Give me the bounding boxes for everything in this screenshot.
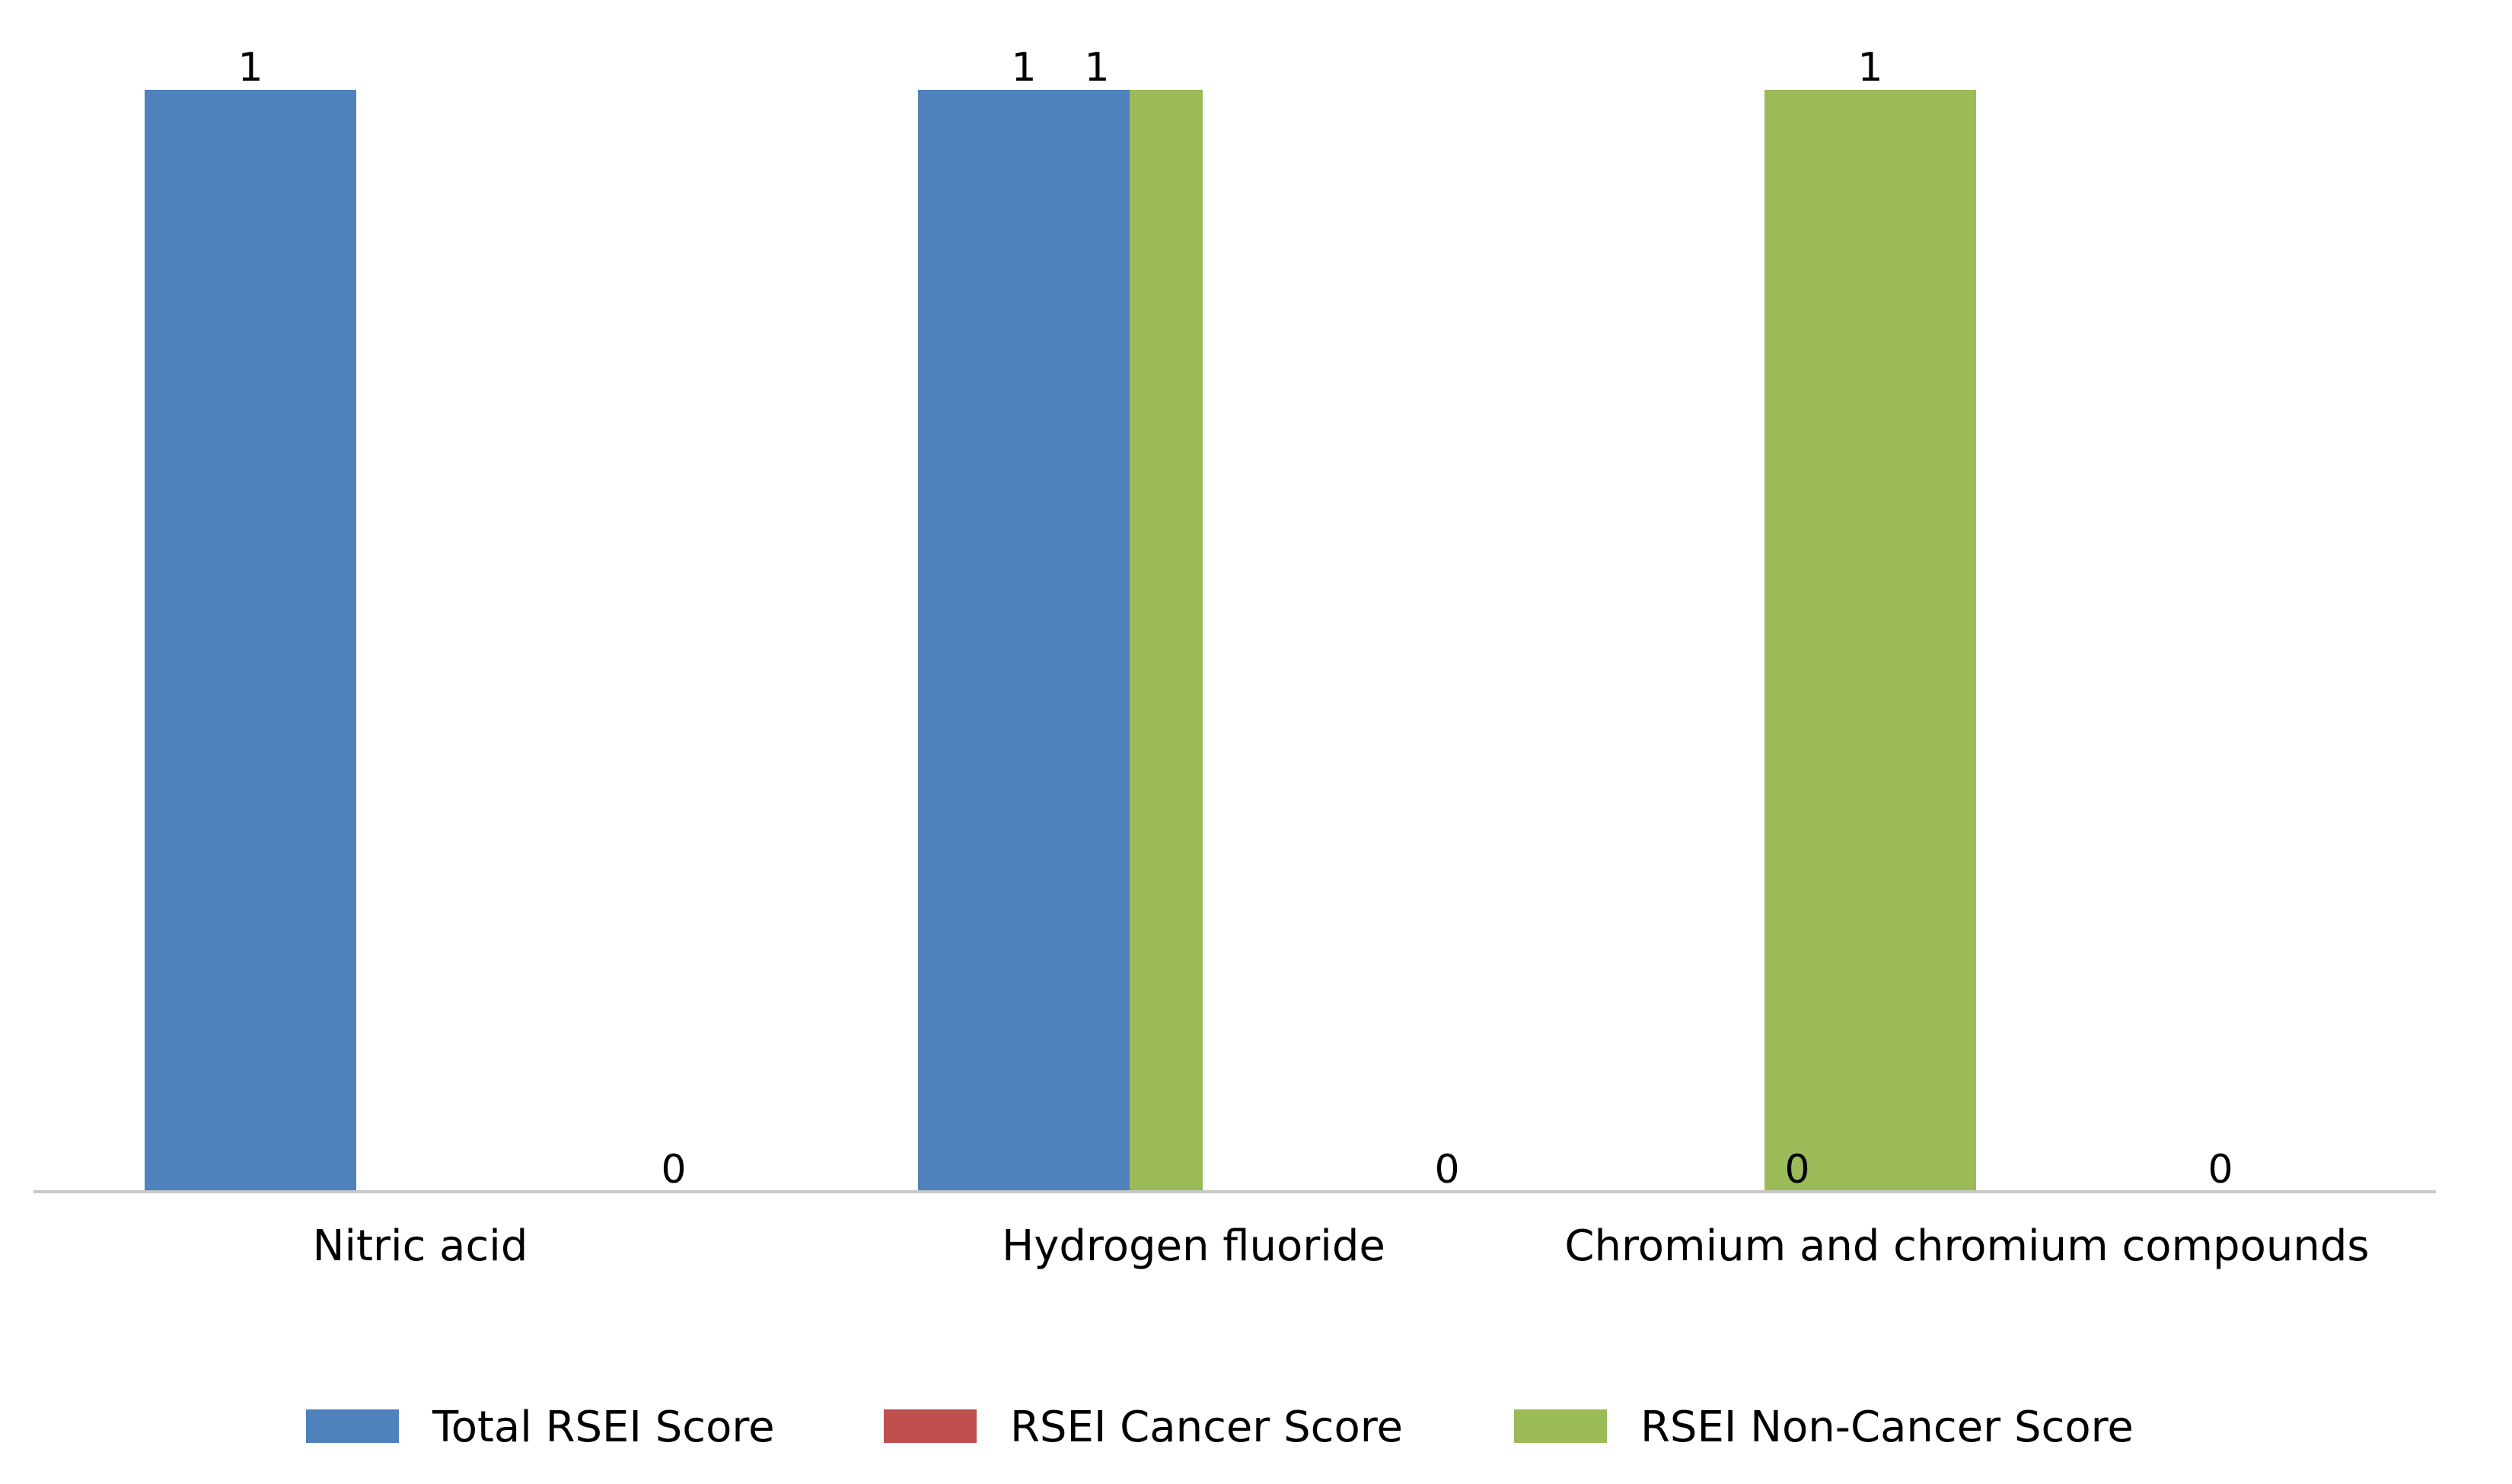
legend-label: RSEI Non-Cancer Score <box>1640 1403 2134 1452</box>
data-label: 1 <box>1857 45 1882 91</box>
data-label: 0 <box>661 1147 686 1193</box>
legend-swatch <box>1514 1409 1607 1443</box>
data-label: 1 <box>1011 45 1036 91</box>
legend-label: Total RSEI Score <box>432 1403 775 1452</box>
data-label: 0 <box>1434 1147 1459 1193</box>
data-label: 1 <box>1084 45 1109 91</box>
category-label: Hydrogen fluoride <box>1002 1221 1385 1271</box>
legend: Total RSEI Score RSEI Cancer Score RSEI No… <box>306 1403 2134 1452</box>
data-label: 0 <box>1784 1147 1809 1193</box>
data-label: 0 <box>2208 1147 2233 1193</box>
bar <box>145 90 356 1192</box>
category-label: Nitric acid <box>313 1221 528 1271</box>
bars-group <box>145 90 1976 1192</box>
category-labels-group: Nitric acid Hydrogen fluoride Chromium and… <box>313 1221 2370 1271</box>
category-label: Chromium and chromium compounds <box>1564 1221 2369 1271</box>
bar <box>918 90 1130 1192</box>
legend-swatch <box>306 1409 399 1443</box>
data-label: 1 <box>237 45 263 91</box>
bar <box>1764 90 1976 1192</box>
data-labels-group: 101101000 <box>237 45 2233 1193</box>
legend-swatch <box>884 1409 977 1443</box>
legend-label: RSEI Cancer Score <box>1010 1403 1403 1452</box>
